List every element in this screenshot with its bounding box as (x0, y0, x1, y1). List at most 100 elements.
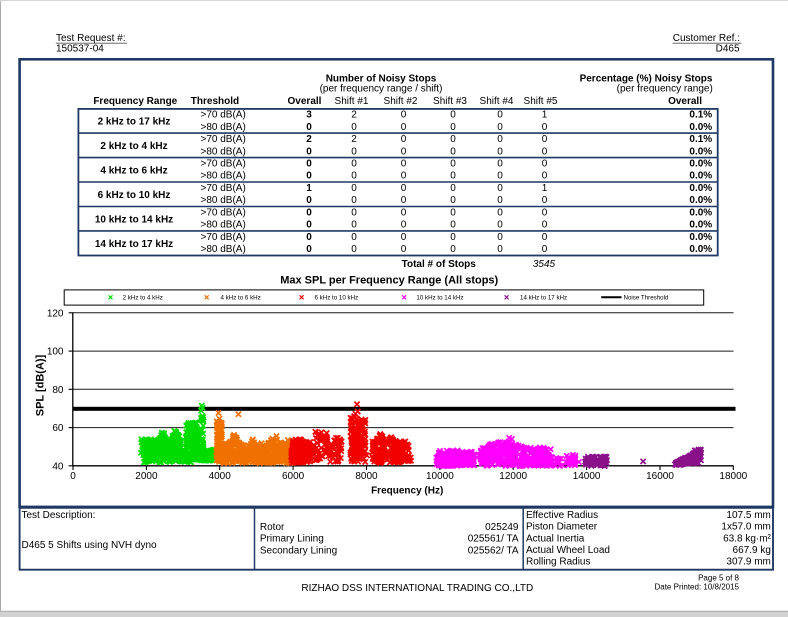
svg-text:Percentage (%) Noisy Stops: Percentage (%) Noisy Stops (580, 73, 713, 84)
svg-text:0: 0 (450, 134, 456, 145)
svg-text:0: 0 (542, 159, 548, 170)
svg-text:0: 0 (306, 207, 312, 218)
svg-text:0: 0 (351, 220, 357, 231)
svg-text:Test Description:: Test Description: (22, 510, 96, 521)
svg-text:0.0%: 0.0% (689, 146, 712, 157)
svg-text:0: 0 (351, 171, 357, 182)
svg-text:Shift #3: Shift #3 (433, 96, 467, 107)
svg-text:Date Printed: 10/8/2015: Date Printed: 10/8/2015 (654, 583, 739, 592)
svg-text:(per frequency range): (per frequency range) (617, 84, 713, 95)
svg-text:>70 dB(A): >70 dB(A) (201, 159, 246, 170)
svg-text:1: 1 (542, 183, 548, 194)
svg-text:Shift #2: Shift #2 (384, 96, 418, 107)
svg-text:2: 2 (306, 134, 312, 145)
svg-text:0: 0 (497, 183, 503, 194)
svg-text:0: 0 (450, 171, 456, 182)
svg-text:307.9 mm: 307.9 mm (726, 557, 770, 568)
svg-text:0.1%: 0.1% (689, 134, 712, 145)
svg-text:0.0%: 0.0% (689, 220, 712, 231)
svg-text:2 kHz to 4 kHz: 2 kHz to 4 kHz (100, 141, 167, 152)
svg-text:0: 0 (401, 110, 407, 121)
svg-text:1: 1 (306, 183, 312, 194)
svg-text:>70 dB(A): >70 dB(A) (201, 232, 246, 243)
svg-text:40: 40 (52, 461, 64, 472)
svg-text:0: 0 (401, 159, 407, 170)
svg-text:0: 0 (450, 207, 456, 218)
svg-text:4 kHz to 6 kHz: 4 kHz to 6 kHz (221, 295, 261, 302)
svg-text:0: 0 (401, 195, 407, 206)
svg-text:Frequency (Hz): Frequency (Hz) (371, 485, 443, 496)
svg-text:0: 0 (401, 244, 407, 255)
svg-text:16000: 16000 (646, 471, 674, 482)
svg-text:12000: 12000 (499, 471, 527, 482)
svg-text:0: 0 (306, 159, 312, 170)
svg-text:025562/ TA: 025562/ TA (468, 546, 519, 557)
svg-text:0: 0 (401, 232, 407, 243)
svg-text:0: 0 (401, 183, 407, 194)
svg-text:>70 dB(A): >70 dB(A) (201, 183, 246, 194)
svg-text:0: 0 (351, 146, 357, 157)
svg-text:0.0%: 0.0% (689, 207, 712, 218)
svg-text:Shift #4: Shift #4 (480, 96, 514, 107)
svg-text:6000: 6000 (282, 471, 305, 482)
svg-text:0.0%: 0.0% (689, 159, 712, 170)
svg-text:0: 0 (542, 207, 548, 218)
svg-text:60: 60 (52, 423, 64, 434)
svg-text:0: 0 (542, 146, 548, 157)
svg-text:0: 0 (306, 122, 312, 133)
svg-text:100: 100 (47, 347, 64, 358)
svg-text:120: 120 (47, 308, 64, 319)
svg-text:0: 0 (497, 171, 503, 182)
svg-text:0: 0 (497, 159, 503, 170)
svg-text:0: 0 (497, 207, 503, 218)
svg-text:0: 0 (542, 134, 548, 145)
svg-text:025249: 025249 (485, 522, 519, 533)
svg-text:D465: D465 (716, 44, 740, 55)
svg-text:0: 0 (497, 232, 503, 243)
svg-text:SPL [dB(A)]: SPL [dB(A)] (35, 354, 47, 416)
svg-text:0.0%: 0.0% (689, 232, 712, 243)
svg-text:0: 0 (306, 171, 312, 182)
svg-text:107.5 mm: 107.5 mm (726, 510, 770, 521)
svg-text:Rotor: Rotor (260, 522, 285, 533)
svg-text:>70 dB(A): >70 dB(A) (201, 207, 246, 218)
svg-text:>80 dB(A): >80 dB(A) (201, 146, 246, 157)
svg-text:63.8 kg·m²: 63.8 kg·m² (723, 533, 771, 544)
svg-text:>80 dB(A): >80 dB(A) (201, 220, 246, 231)
svg-text:0: 0 (542, 195, 548, 206)
svg-text:Secondary Lining: Secondary Lining (260, 546, 337, 557)
svg-text:14 kHz to 17 kHz: 14 kHz to 17 kHz (95, 239, 173, 250)
svg-text:Effective Radius: Effective Radius (526, 510, 598, 521)
svg-text:Test Request #:: Test Request #: (56, 33, 125, 44)
svg-text:0: 0 (497, 220, 503, 231)
svg-text:0: 0 (306, 220, 312, 231)
svg-text:667.9 kg: 667.9 kg (733, 545, 771, 556)
svg-text:0: 0 (70, 471, 76, 482)
svg-text:Primary Lining: Primary Lining (260, 534, 324, 545)
svg-text:>80 dB(A): >80 dB(A) (201, 122, 246, 133)
svg-text:0: 0 (450, 122, 456, 133)
svg-text:0: 0 (497, 110, 503, 121)
svg-text:Piston Diameter: Piston Diameter (526, 522, 598, 533)
svg-text:0: 0 (306, 244, 312, 255)
svg-text:0: 0 (351, 159, 357, 170)
svg-text:3: 3 (306, 110, 312, 121)
svg-text:14000: 14000 (573, 471, 601, 482)
svg-text:025561/ TA: 025561/ TA (468, 534, 519, 545)
svg-text:Threshold: Threshold (191, 96, 239, 107)
svg-text:0: 0 (401, 220, 407, 231)
svg-text:Rolling Radius: Rolling Radius (526, 557, 590, 568)
svg-text:0: 0 (497, 146, 503, 157)
svg-text:0: 0 (450, 232, 456, 243)
svg-text:(per frequency range / shift): (per frequency range / shift) (320, 84, 443, 95)
svg-text:4000: 4000 (209, 471, 232, 482)
svg-text:0: 0 (450, 220, 456, 231)
svg-text:0: 0 (351, 122, 357, 133)
svg-text:Shift #1: Shift #1 (335, 96, 369, 107)
svg-text:Overall: Overall (668, 96, 702, 107)
svg-text:>70 dB(A): >70 dB(A) (201, 134, 246, 145)
svg-text:6 kHz to 10 kHz: 6 kHz to 10 kHz (315, 295, 359, 302)
svg-text:0: 0 (351, 232, 357, 243)
svg-text:D465 5 Shifts using NVH dyno: D465 5 Shifts using NVH dyno (22, 540, 158, 551)
svg-text:3545: 3545 (533, 259, 556, 270)
